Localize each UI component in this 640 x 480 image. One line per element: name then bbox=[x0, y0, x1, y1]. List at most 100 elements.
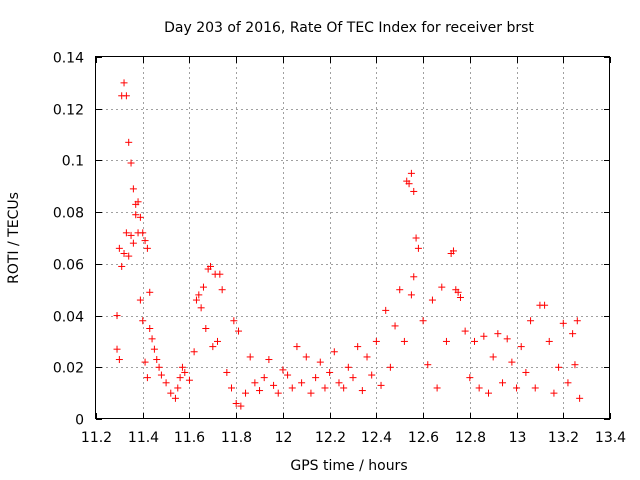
data-point bbox=[167, 389, 175, 397]
data-point bbox=[202, 325, 210, 332]
data-point bbox=[125, 252, 133, 260]
data-point bbox=[246, 353, 254, 361]
x-tick-label: 12.4 bbox=[361, 430, 392, 446]
data-point bbox=[396, 286, 404, 294]
data-point bbox=[461, 327, 469, 335]
data-point bbox=[171, 394, 179, 402]
data-point bbox=[368, 371, 376, 379]
y-tick-label: 0.06 bbox=[53, 258, 84, 274]
data-point bbox=[494, 330, 502, 338]
data-point bbox=[122, 229, 130, 237]
data-point bbox=[531, 384, 539, 392]
data-point bbox=[559, 319, 567, 327]
data-point bbox=[302, 353, 310, 361]
y-axis-ticks: 0 0.02 0.04 0.06 0.08 0.1 0.12 0.14 bbox=[53, 51, 610, 429]
data-point bbox=[419, 317, 427, 325]
data-point bbox=[185, 376, 193, 384]
data-point bbox=[141, 237, 149, 245]
data-point bbox=[139, 317, 147, 325]
y-tick-label: 0 bbox=[75, 413, 84, 429]
data-point bbox=[340, 384, 348, 392]
data-point bbox=[235, 327, 243, 335]
data-point bbox=[412, 234, 420, 242]
data-point bbox=[382, 306, 390, 314]
data-point bbox=[232, 399, 240, 407]
data-point bbox=[284, 371, 292, 379]
data-point bbox=[223, 368, 231, 376]
data-point bbox=[251, 379, 259, 387]
data-point bbox=[407, 169, 415, 177]
data-point bbox=[132, 211, 140, 219]
data-point bbox=[503, 335, 511, 343]
data-point bbox=[129, 239, 137, 247]
data-point bbox=[139, 229, 147, 237]
data-point bbox=[136, 296, 144, 304]
x-tick-label: 13 bbox=[509, 430, 527, 446]
data-point bbox=[407, 291, 415, 299]
data-point bbox=[118, 262, 126, 270]
data-point bbox=[358, 387, 366, 395]
data-point bbox=[442, 337, 450, 345]
y-tick-label: 0.14 bbox=[53, 51, 84, 67]
x-tick-label: 12 bbox=[275, 430, 293, 446]
data-point bbox=[256, 387, 264, 395]
data-point bbox=[555, 363, 563, 371]
data-point bbox=[125, 138, 133, 146]
data-point bbox=[405, 180, 413, 188]
data-point bbox=[410, 187, 418, 195]
data-point bbox=[127, 231, 135, 239]
data-point bbox=[293, 343, 301, 351]
data-point bbox=[307, 389, 315, 397]
data-point bbox=[146, 288, 154, 296]
data-point bbox=[326, 368, 334, 376]
data-point bbox=[550, 389, 558, 397]
data-point bbox=[312, 374, 320, 382]
data-point bbox=[134, 198, 142, 206]
data-point bbox=[571, 361, 579, 369]
data-point bbox=[335, 379, 343, 387]
data-point bbox=[466, 374, 474, 382]
data-point bbox=[386, 363, 394, 371]
data-point bbox=[569, 330, 577, 338]
x-tick-label: 13.4 bbox=[595, 430, 626, 446]
data-point bbox=[197, 304, 205, 312]
x-tick-label: 13.2 bbox=[548, 430, 579, 446]
x-tick-label: 11.2 bbox=[81, 430, 112, 446]
data-point bbox=[274, 389, 282, 397]
data-point bbox=[150, 345, 158, 353]
x-axis-ticks: 11.2 11.4 11.6 11.8 12 12.2 12.4 12.6 12.8 13 13.2… bbox=[81, 57, 626, 446]
data-point bbox=[414, 244, 422, 252]
data-point bbox=[195, 291, 203, 299]
data-point bbox=[456, 293, 464, 301]
data-point bbox=[288, 384, 296, 392]
data-point bbox=[206, 262, 214, 270]
data-point bbox=[199, 283, 207, 291]
data-point bbox=[354, 343, 362, 351]
data-point bbox=[489, 353, 497, 361]
data-point bbox=[115, 244, 123, 252]
data-point bbox=[279, 366, 287, 374]
chart-title: Day 203 of 2016, Rate Of TEC Index for r… bbox=[164, 20, 534, 36]
data-point bbox=[541, 301, 549, 309]
data-point bbox=[155, 363, 163, 371]
data-point bbox=[499, 379, 507, 387]
y-tick-label: 0.04 bbox=[53, 310, 84, 326]
data-point bbox=[213, 337, 221, 345]
data-point bbox=[485, 389, 493, 397]
data-point bbox=[433, 384, 441, 392]
data-point bbox=[153, 356, 161, 364]
plot-frame bbox=[95, 56, 610, 419]
x-tick-label: 11.4 bbox=[128, 430, 159, 446]
data-point bbox=[209, 343, 217, 351]
data-point bbox=[410, 273, 418, 281]
data-point bbox=[545, 337, 553, 345]
y-tick-label: 0.12 bbox=[53, 103, 84, 119]
data-point bbox=[428, 296, 436, 304]
data-point bbox=[122, 92, 130, 100]
data-point bbox=[216, 270, 224, 278]
data-point bbox=[146, 325, 154, 332]
data-point bbox=[470, 337, 478, 345]
data-point bbox=[321, 384, 329, 392]
x-tick-label: 12.8 bbox=[455, 430, 486, 446]
